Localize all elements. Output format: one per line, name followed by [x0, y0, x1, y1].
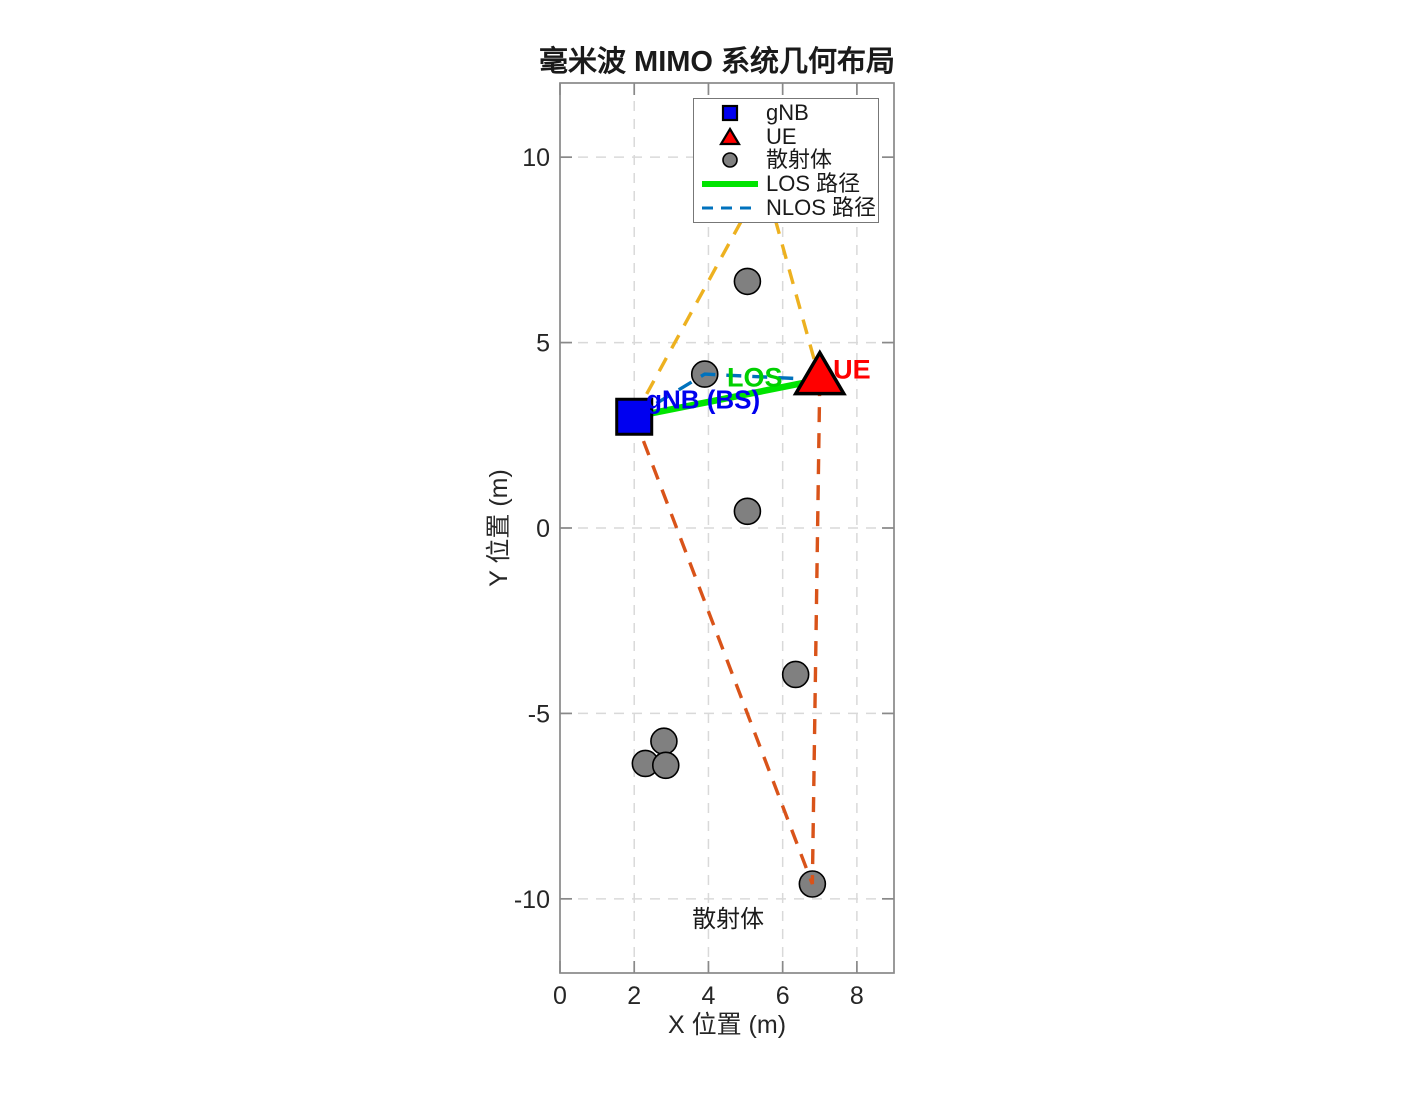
legend-circle-icon — [700, 150, 760, 170]
legend-square-icon — [700, 103, 760, 123]
legend-label: 散射体 — [766, 147, 833, 173]
scatterer-marker — [781, 660, 810, 689]
legend: gNB UE 散射体 LOS 路径 NLOS 路径 — [693, 98, 879, 223]
scatterer-marker — [733, 497, 762, 526]
annotation-los-label: LOS — [727, 362, 783, 392]
legend-item-0: gNB — [694, 102, 878, 125]
ue-marker — [792, 349, 847, 396]
legend-label: UE — [766, 123, 797, 149]
y-tick-label: 0 — [536, 515, 550, 543]
chart-title: 毫米波 MIMO 系统几何布局 — [538, 46, 896, 78]
x-tick-label: 4 — [701, 982, 715, 1010]
legend-label: LOS 路径 — [766, 171, 861, 197]
legend-triangle-icon — [700, 126, 760, 147]
legend-item-4: NLOS 路径 — [694, 196, 878, 219]
legend-label: NLOS 路径 — [766, 194, 877, 220]
y-tick-label: 5 — [536, 330, 550, 358]
y-tick-label: -5 — [528, 700, 550, 728]
los-path-line — [633, 376, 821, 420]
legend-item-3: LOS 路径 — [694, 173, 878, 196]
legend-line-icon — [700, 179, 760, 189]
x-axis-label: X 位置 (m) — [667, 1011, 787, 1039]
x-tick-label: 6 — [776, 982, 790, 1010]
scatterer-marker — [651, 751, 680, 780]
nlos-path-line — [633, 372, 820, 419]
x-tick-label: 2 — [627, 982, 641, 1010]
legend-item-1: UE — [694, 125, 878, 148]
legend-line-icon — [700, 203, 760, 213]
annotation-gnb-label: gNB (BS) — [646, 384, 760, 414]
y-tick-label: -10 — [514, 886, 550, 914]
legend-label: gNB — [766, 100, 809, 126]
x-tick-label: 0 — [553, 982, 567, 1010]
nlos-path-line — [632, 379, 822, 885]
scatterer-marker — [650, 727, 678, 756]
x-tick-label: 8 — [850, 982, 864, 1010]
annotation-ue-label: UE — [833, 354, 871, 384]
legend-item-2: 散射体 — [694, 149, 878, 172]
gnb-marker — [615, 397, 654, 436]
scatterer-marker — [733, 267, 762, 296]
annotation-scatterers-label: 散射体 — [692, 906, 764, 933]
y-tick-label: 10 — [522, 144, 550, 172]
